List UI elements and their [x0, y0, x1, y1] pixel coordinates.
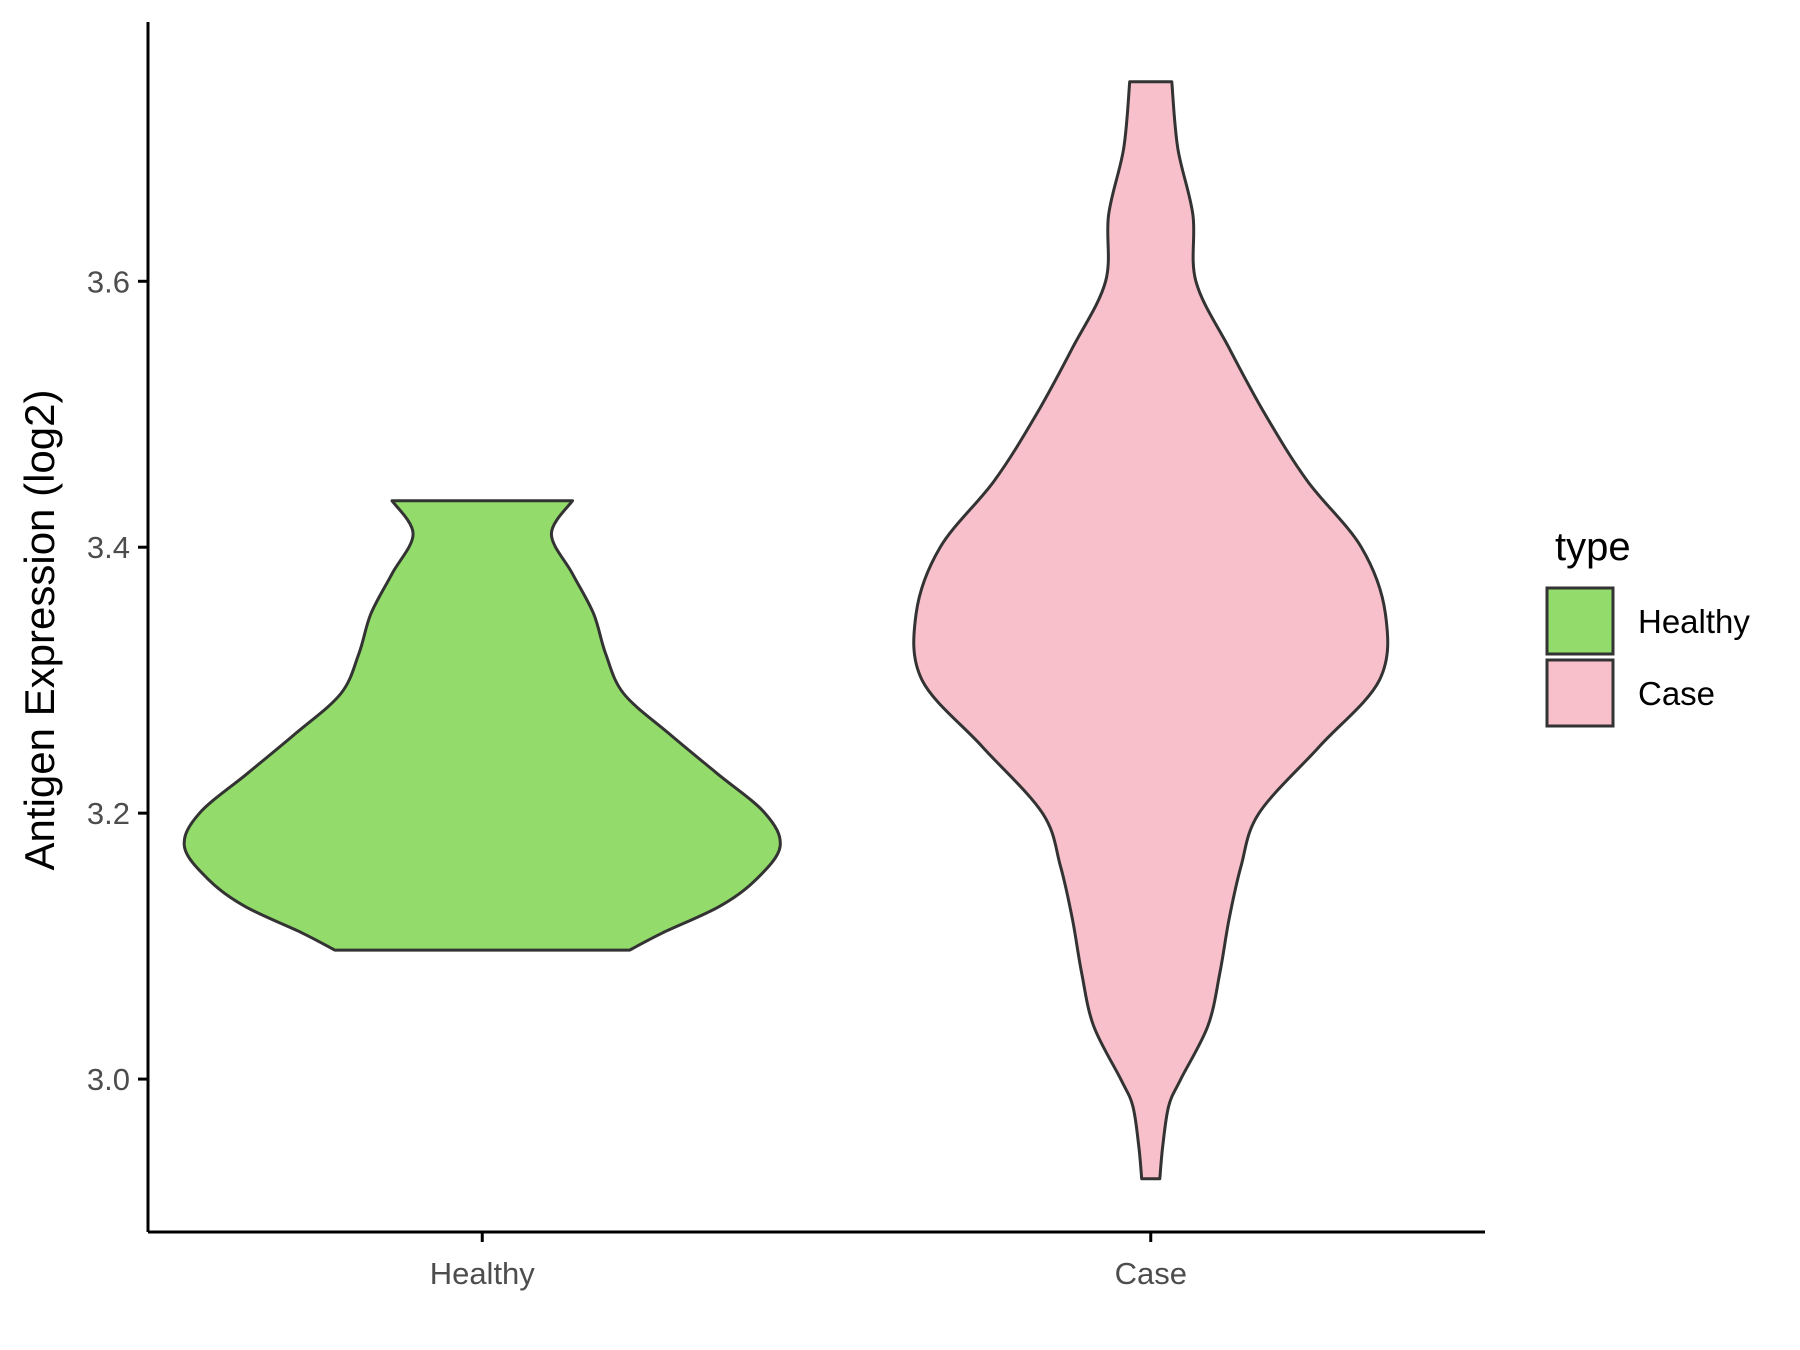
legend: type Healthy Case	[1545, 525, 1750, 728]
y-tick-label: 3.4	[87, 530, 130, 565]
y-axis-title: Antigen Expression (log2)	[16, 390, 63, 871]
legend-key-case	[1545, 658, 1615, 728]
legend-items: Healthy Case	[1545, 586, 1750, 728]
legend-key-healthy	[1545, 586, 1615, 656]
x-tick-label: Healthy	[430, 1256, 536, 1291]
y-tick-label: 3.6	[87, 264, 130, 299]
legend-label-healthy: Healthy	[1638, 603, 1750, 640]
y-tick-label: 3.2	[87, 796, 130, 831]
x-tick-label: Case	[1115, 1256, 1187, 1291]
violins-layer	[182, 80, 1390, 1181]
y-axis-ticks: 3.0 3.2 3.4 3.6	[87, 264, 148, 1097]
x-axis-ticks: Healthy Case	[430, 1232, 1187, 1291]
legend-label-case: Case	[1638, 675, 1715, 712]
violin-healthy	[182, 499, 782, 952]
violin-case	[912, 80, 1390, 1181]
y-tick-label: 3.0	[87, 1062, 130, 1097]
legend-title: type	[1555, 525, 1631, 569]
